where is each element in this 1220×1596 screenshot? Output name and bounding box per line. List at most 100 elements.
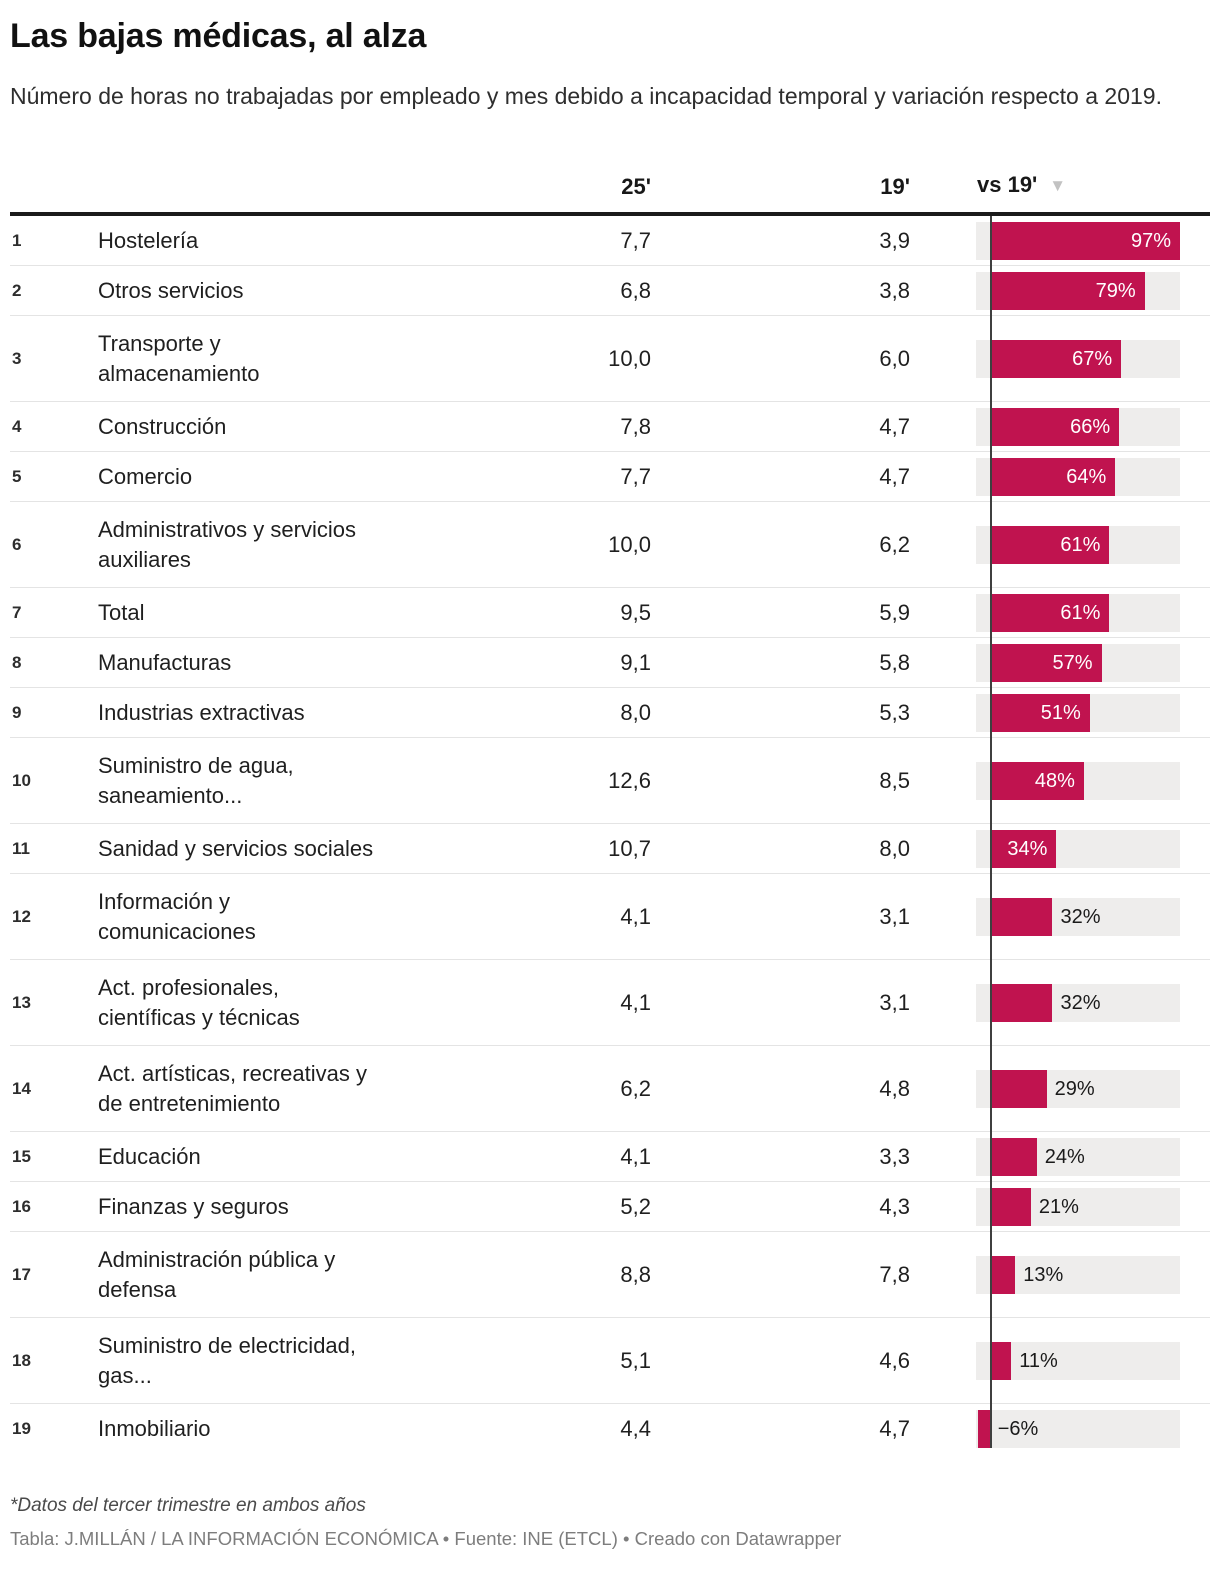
row-bar-cell: 51% — [910, 688, 1210, 737]
table-header: 25' 19' vs 19' ▼ — [10, 112, 1210, 212]
change-label: −6% — [997, 1418, 1039, 1440]
col-header-19[interactable]: 19' — [880, 174, 910, 199]
row-sector: Construcción — [98, 413, 227, 439]
row-value-19: 3,9 — [879, 227, 910, 253]
change-label: 34% — [1007, 837, 1048, 860]
row-value-25: 10,7 — [608, 835, 651, 861]
bar-track: 21% — [976, 1187, 1180, 1226]
footnote: *Datos del tercer trimestre en ambos año… — [10, 1495, 366, 1516]
row-sector: Hostelería — [98, 227, 199, 253]
row-value-19: 5,3 — [879, 699, 910, 725]
bar-track: 61% — [976, 525, 1180, 564]
row-bar-cell: −6% — [910, 1404, 1210, 1454]
row-sector: Transporte y almacenamiento — [98, 330, 260, 386]
row-value-25: 4,1 — [620, 903, 651, 929]
row-sector: Información y comunicaciones — [98, 888, 256, 944]
col-header-vs19-label: vs 19' — [977, 172, 1038, 197]
change-bar — [989, 643, 1102, 682]
row-sector: Finanzas y seguros — [98, 1193, 289, 1219]
row-value-19: 8,0 — [879, 835, 910, 861]
row-rank: 12 — [12, 906, 31, 926]
row-sector: Educación — [98, 1143, 201, 1169]
row-rank: 19 — [12, 1419, 31, 1438]
table-row: 14 Act. artísticas, recreativas y de ent… — [10, 1046, 1210, 1132]
table-row: 7 Total 9,5 5,9 61% — [10, 588, 1210, 638]
row-value-19: 6,2 — [879, 531, 910, 557]
change-bar — [989, 271, 1145, 310]
col-header-rank — [10, 200, 98, 212]
bar-track: 24% — [976, 1137, 1180, 1176]
col-header-vs19[interactable]: vs 19' ▼ — [910, 172, 1210, 212]
row-value-19: 4,7 — [879, 1416, 910, 1441]
change-bar — [989, 761, 1084, 800]
row-sector: Sanidad y servicios sociales — [98, 835, 374, 861]
row-rank: 2 — [12, 280, 22, 300]
row-rank: 3 — [12, 348, 22, 368]
row-value-19: 8,5 — [879, 767, 910, 793]
bar-track: 66% — [976, 407, 1180, 446]
table-row: 15 Educación 4,1 3,3 24% — [10, 1132, 1210, 1182]
row-bar-cell: 79% — [910, 266, 1210, 315]
row-sector: Administración pública y defensa — [98, 1246, 336, 1302]
row-rank: 17 — [12, 1264, 31, 1284]
row-bar-cell: 34% — [910, 824, 1210, 873]
row-bar-cell: 32% — [910, 960, 1210, 1045]
row-sector: Otros servicios — [98, 277, 244, 303]
row-value-25: 4,4 — [620, 1416, 651, 1441]
change-label: 51% — [1040, 701, 1081, 724]
change-label: 21% — [1038, 1195, 1079, 1218]
row-value-19: 4,7 — [879, 463, 910, 489]
bar-track: 32% — [976, 897, 1180, 936]
change-bar — [989, 829, 1057, 868]
row-value-19: 3,3 — [879, 1143, 910, 1169]
change-bar — [989, 593, 1110, 632]
chart-title: Las bajas médicas, al alza — [10, 17, 427, 55]
row-bar-cell: 48% — [910, 738, 1210, 823]
row-bar-cell: 64% — [910, 452, 1210, 501]
row-sector: Industrias extractivas — [98, 699, 305, 725]
row-rank: 7 — [12, 602, 22, 622]
row-sector: Comercio — [98, 463, 193, 489]
row-sector: Suministro de agua, saneamiento... — [98, 752, 294, 808]
row-rank: 9 — [12, 702, 22, 722]
change-label: 57% — [1052, 651, 1093, 674]
table-row: 17 Administración pública y defensa 8,8 … — [10, 1232, 1210, 1318]
row-value-25: 12,6 — [608, 767, 651, 793]
table-row: 19 Inmobiliario 4,4 4,7 −6% — [10, 1404, 1210, 1454]
bar-track: 34% — [976, 829, 1180, 868]
change-label: 48% — [1034, 769, 1075, 792]
row-sector: Act. profesionales, científicas y técnic… — [98, 974, 300, 1030]
bar-track: 67% — [976, 339, 1180, 378]
table-row: 1 Hostelería 7,7 3,9 97% — [10, 216, 1210, 266]
bar-track: 97% — [976, 221, 1180, 260]
row-value-19: 3,8 — [879, 277, 910, 303]
row-bar-cell: 61% — [910, 502, 1210, 587]
row-value-25: 9,5 — [620, 599, 651, 625]
table-row: 3 Transporte y almacenamiento 10,0 6,0 6… — [10, 316, 1210, 402]
bar-track: 61% — [976, 593, 1180, 632]
row-sector: Inmobiliario — [98, 1416, 211, 1441]
bar-track: 13% — [976, 1255, 1180, 1294]
row-rank: 8 — [12, 652, 22, 672]
change-label: 97% — [1130, 229, 1171, 252]
change-label: 61% — [1060, 533, 1101, 556]
row-value-25: 4,1 — [620, 1143, 651, 1169]
change-label: 61% — [1060, 601, 1101, 624]
row-value-25: 6,2 — [620, 1075, 651, 1101]
col-header-sector — [98, 200, 500, 212]
row-value-19: 4,6 — [879, 1347, 910, 1373]
change-bar — [989, 1255, 1016, 1294]
change-bar — [989, 897, 1053, 936]
bar-track: 51% — [976, 693, 1180, 732]
row-value-19: 6,0 — [879, 345, 910, 371]
col-header-25[interactable]: 25' — [621, 174, 651, 199]
row-rank: 5 — [12, 466, 22, 486]
row-sector: Act. artísticas, recreativas y de entret… — [98, 1060, 367, 1116]
row-value-19: 5,9 — [879, 599, 910, 625]
row-value-25: 7,7 — [620, 227, 651, 253]
page-root: Las bajas médicas, al alza Número de hor… — [10, 17, 1210, 1549]
row-value-25: 8,0 — [620, 699, 651, 725]
row-bar-cell: 11% — [910, 1318, 1210, 1403]
bar-track: 57% — [976, 643, 1180, 682]
change-label: 11% — [1019, 1349, 1058, 1372]
